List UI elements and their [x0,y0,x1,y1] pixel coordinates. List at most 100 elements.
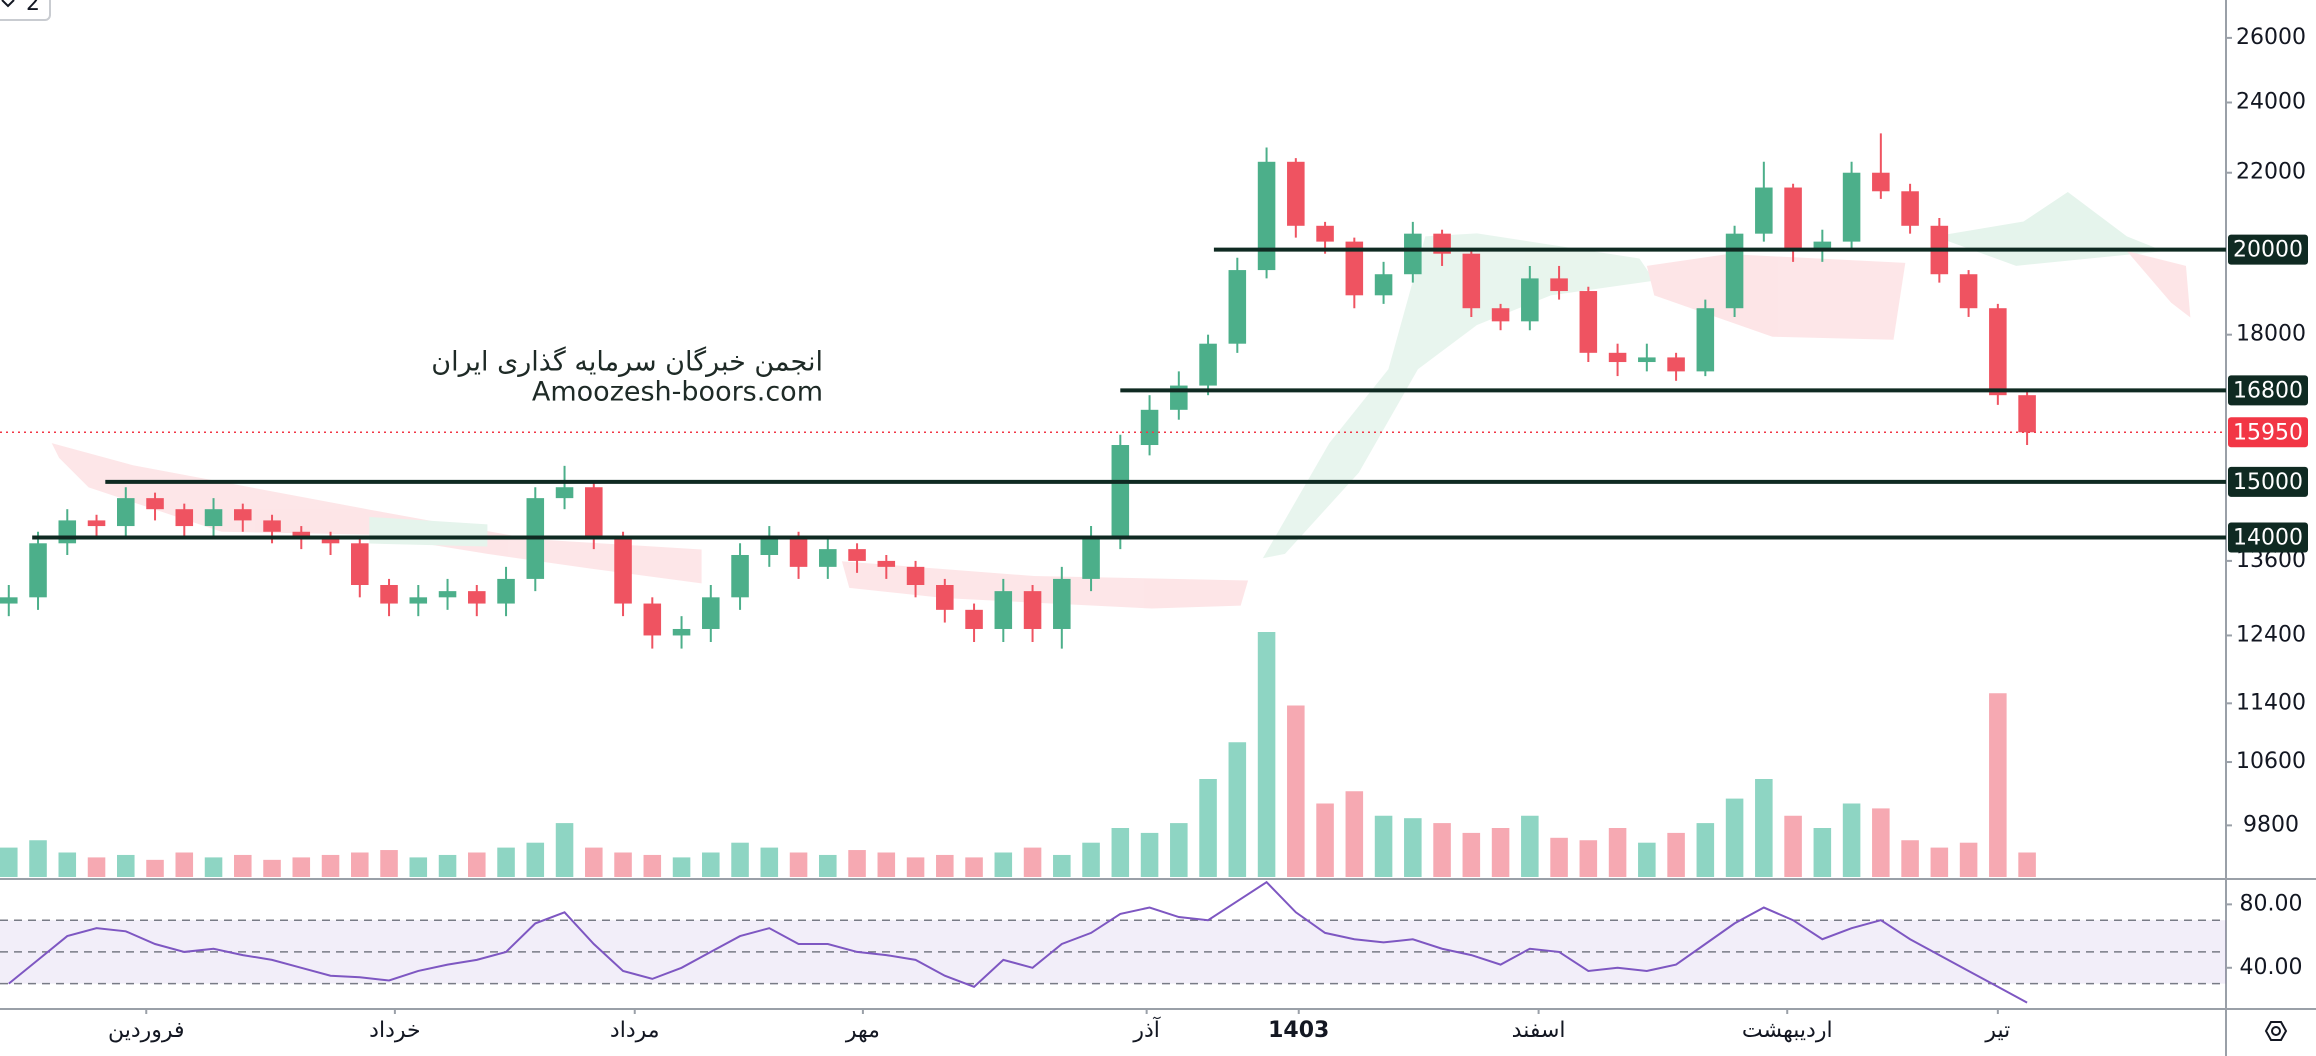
candle-body [1813,241,1832,250]
candle-body [1842,172,1861,242]
level-box [2228,375,2308,406]
interval-label: 2 [26,0,40,16]
candle-body [409,597,428,604]
rsi-tick-label: 80.00 [2240,891,2303,916]
rsi-tick-label: 40.00 [2240,955,2303,980]
candle-body [1725,233,1744,309]
x-tick-label: خرداد [369,1018,420,1043]
cloud-red [841,561,1249,609]
volume-bar [146,859,164,877]
candle-body [87,520,106,527]
volume-bar [1287,705,1305,877]
settings-icon-dot [2271,1026,2281,1036]
volume-bar [1111,828,1130,877]
level-label: 16800 [2233,378,2303,403]
candle-body [29,543,47,598]
volume-bar [58,852,77,877]
volume-bar [292,857,311,877]
x-tick-label: تیر [1984,1018,2010,1043]
candle-body [1374,274,1393,296]
volume-bar [1521,815,1539,877]
volume-bar [1345,791,1364,877]
candle-body [672,628,691,636]
candle-body [1901,191,1919,226]
volume-bar [994,852,1013,877]
candle-body [321,537,340,544]
volume-bar [1491,828,1510,877]
volume-bar [468,852,486,877]
volume-bar [117,854,135,877]
candle-body [468,591,486,604]
candle-body [2018,395,2036,433]
x-tick-label: مرداد [610,1018,660,1043]
volume-bar [555,823,574,877]
watermark: انجمن خبرگان سرمایه گذاری ایران [431,346,823,378]
y-tick-label: 18000 [2236,322,2306,347]
candle-body [292,531,311,538]
volume-bar [351,852,369,877]
candle-body [146,498,164,510]
level-box [2228,466,2308,497]
volume-bar [1140,832,1159,877]
volume-bar [438,854,457,877]
last-price-box [2228,417,2308,448]
cloud-red [1646,254,1906,340]
level-box [2228,234,2308,265]
candle-body [0,597,18,604]
interval-box[interactable] [0,0,51,21]
volume-bar [87,857,106,877]
candle-body [585,487,603,538]
volume-bar [1608,828,1627,877]
cloud-green [1262,233,1655,559]
cloud-green [1934,192,2164,266]
volume-bar [0,847,18,877]
candle-body [1287,161,1305,226]
volume-bar [585,847,603,877]
volume-bar [1082,842,1100,877]
volume-bar [1170,823,1188,877]
watermark: Amoozesh-boors.com [532,377,823,408]
volume-bar [2018,852,2036,877]
candle-body [204,509,223,527]
volume-bar [1257,632,1276,877]
candle-body [1550,278,1568,292]
settings-icon[interactable] [2264,1021,2288,1041]
candle-body [936,584,954,610]
x-tick-label: آذر [1132,1016,1160,1043]
candle-body [1755,187,1773,234]
volume-bar [1374,815,1393,877]
y-tick-label: 11400 [2236,690,2306,715]
candle-body [1696,308,1715,372]
candle-body [351,543,369,585]
x-tick-label: مهر [845,1018,880,1043]
volume-bar [1696,823,1715,877]
candle-body [1784,187,1802,250]
volume-bar [1228,742,1247,877]
volume-bar [204,857,223,877]
candle-body [1111,445,1130,538]
candle-body [117,498,135,527]
interval-button[interactable]: 2 [0,0,51,21]
volume-bar [1784,815,1802,877]
x-tick-label: فروردین [108,1018,185,1043]
candle-body [965,609,983,629]
volume-bar [1989,693,2007,877]
candle-body [789,537,808,567]
volume-bar [1053,854,1071,877]
volume-bar [1638,842,1656,877]
candle-body [1491,308,1510,322]
volume-bar [643,854,662,877]
volume-bar [672,857,691,877]
candle-body [175,509,194,527]
y-tick-label: 12400 [2236,622,2306,647]
volume-bar [731,842,749,877]
candle-body [877,560,896,567]
y-tick-label: 9800 [2243,812,2299,837]
volume-bar [965,857,983,877]
candle-body [555,487,574,499]
cloud-red [51,443,702,584]
candle-body [731,554,749,598]
candle-body [1140,409,1159,446]
